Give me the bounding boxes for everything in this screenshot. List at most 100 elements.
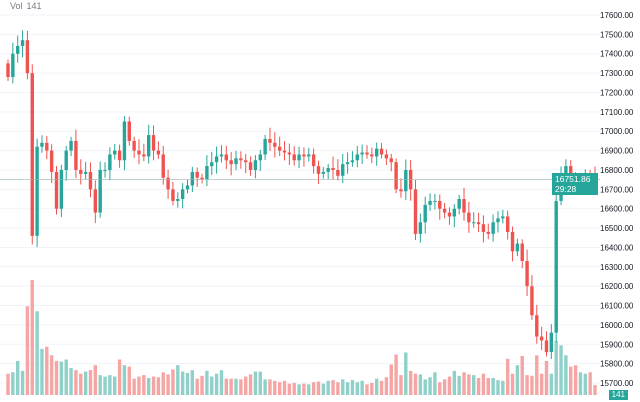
- candle-body: [287, 152, 292, 155]
- volume-bar: [210, 376, 214, 395]
- y-tick-label: 16100.00: [600, 302, 634, 311]
- candle-body: [481, 224, 486, 232]
- candle-body: [156, 150, 161, 155]
- candle-body: [486, 231, 490, 234]
- candle-body: [239, 158, 243, 161]
- volume-bar: [171, 369, 175, 395]
- candle-body: [423, 204, 427, 223]
- volume-bar: [394, 354, 398, 395]
- volume-bar: [151, 376, 156, 395]
- volume-bar: [307, 384, 311, 395]
- candle-body: [433, 200, 437, 202]
- candle-body: [248, 162, 253, 170]
- volume-bar: [360, 380, 364, 395]
- candle-body: [98, 169, 102, 213]
- volume-bar: [64, 359, 68, 395]
- candle-body: [74, 140, 78, 170]
- volume-bar: [554, 341, 558, 395]
- volume-bar: [98, 375, 102, 395]
- volume-bar: [137, 376, 141, 395]
- volume-bar: [350, 380, 355, 395]
- volume-bar: [418, 374, 423, 395]
- candle-body: [428, 200, 432, 205]
- candle-body: [311, 154, 316, 167]
- candle-body: [326, 168, 330, 172]
- candle-body: [530, 286, 534, 316]
- volume-bar: [185, 372, 190, 395]
- volume-bar: [370, 382, 374, 395]
- candle-body: [370, 154, 374, 157]
- volume-bar: [93, 365, 98, 395]
- candle-body: [336, 169, 340, 176]
- candle-body: [258, 154, 262, 161]
- candle-body: [30, 73, 34, 236]
- volume-bar: [224, 378, 229, 395]
- candle-body: [20, 40, 25, 46]
- candle-body: [151, 135, 156, 151]
- candle-body: [190, 171, 195, 186]
- y-tick-label: 16400.00: [600, 243, 634, 252]
- y-tick-label: 16800.00: [600, 166, 634, 175]
- candle-body: [122, 121, 127, 161]
- bar-countdown: 29:28: [555, 184, 577, 195]
- candle-body: [234, 158, 238, 165]
- candle-body: [447, 212, 452, 217]
- volume-bar: [122, 365, 127, 395]
- volume-bar: [379, 380, 384, 395]
- candle-body: [394, 162, 398, 190]
- volume-bar: [389, 364, 393, 395]
- candle-body: [549, 332, 554, 353]
- candle-body: [185, 185, 190, 190]
- volume-bar: [447, 376, 452, 395]
- volume-bar: [302, 383, 306, 395]
- volume-bar: [244, 376, 248, 395]
- volume-bar: [438, 382, 442, 395]
- candle-body: [142, 154, 146, 157]
- candle-body: [408, 169, 413, 190]
- volume-bar: [253, 371, 258, 395]
- volume-bar: [549, 373, 554, 395]
- volume-bar: [486, 377, 490, 395]
- candle-body: [45, 142, 49, 151]
- volume-bar: [156, 377, 161, 395]
- candle-body: [438, 200, 442, 209]
- candle-body: [113, 150, 117, 155]
- volume-bar: [535, 355, 539, 395]
- volume-bar: [530, 375, 534, 395]
- volume-bar: [127, 366, 131, 395]
- volume-bar: [103, 376, 107, 395]
- volume-bar: [88, 370, 93, 395]
- candle-body: [554, 200, 558, 333]
- candle-body: [302, 154, 306, 157]
- volume-bar: [539, 373, 544, 395]
- candle-body: [214, 156, 219, 163]
- candle-body: [539, 336, 544, 341]
- current-price-label: 16751.86 29:28: [552, 173, 598, 196]
- volume-bar: [428, 377, 432, 395]
- candle-body: [365, 152, 369, 155]
- candle-body: [452, 208, 457, 217]
- y-tick-label: 17100.00: [600, 108, 634, 117]
- volume-bar: [214, 373, 219, 395]
- candle-body: [166, 177, 170, 190]
- candle-body: [88, 171, 93, 190]
- volume-legend: Vol 141: [10, 1, 46, 11]
- volume-bar: [234, 378, 238, 395]
- volume-bar: [326, 380, 330, 395]
- volume-bar: [569, 366, 573, 395]
- volume-bar: [452, 370, 457, 395]
- volume-bar: [510, 373, 515, 395]
- candle-body: [292, 154, 296, 161]
- volume-bar: [20, 370, 25, 395]
- volume-bar: [472, 375, 476, 395]
- volume-bar: [273, 380, 277, 395]
- candle-body: [520, 243, 524, 261]
- volume-bar: [355, 382, 359, 395]
- volume-bar: [25, 306, 30, 395]
- candle-body: [457, 199, 461, 209]
- candle-body: [69, 140, 73, 151]
- candle-body: [345, 162, 350, 165]
- y-tick-label: 16900.00: [600, 147, 634, 156]
- candle-body: [79, 169, 83, 174]
